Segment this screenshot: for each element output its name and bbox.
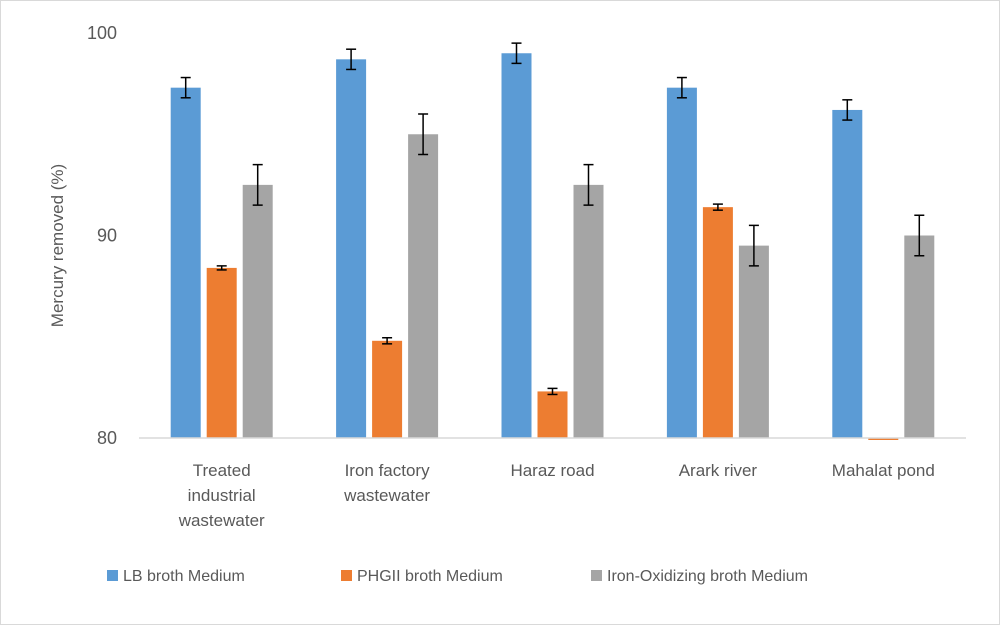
- legend-swatch: [107, 570, 118, 581]
- y-axis-title: Mercury removed (%): [48, 164, 67, 327]
- bar-0-0: [170, 87, 201, 439]
- bar-2-3: [738, 245, 769, 438]
- category-label-line: Treated: [193, 461, 251, 480]
- bar-0-3: [666, 87, 697, 439]
- bar-1-1: [372, 340, 403, 438]
- bar-0-2: [501, 53, 532, 438]
- bar-0-1: [336, 59, 367, 438]
- category-label-line: industrial: [188, 486, 256, 505]
- error-bar-0-2: [511, 42, 522, 65]
- category-labels: Treated industrial wastewater Iron factory w…: [178, 461, 935, 530]
- legend-label: PHGII broth Medium: [357, 568, 503, 585]
- legend-swatch: [341, 570, 352, 581]
- error-bar-1-2: [547, 387, 558, 396]
- category-label: Arark river: [679, 461, 758, 480]
- error-bar-2-0: [252, 163, 263, 206]
- y-axis-title-group: Mercury removed (%): [48, 164, 67, 327]
- error-bar-0-4: [842, 99, 853, 121]
- y-tick-label: 100: [87, 23, 117, 43]
- category-label-line: Mahalat pond: [832, 461, 935, 480]
- error-bar-2-4: [914, 214, 925, 257]
- legend-item: LB broth Medium: [107, 568, 245, 585]
- bar-1-4: [868, 438, 899, 440]
- error-bar-1-0: [216, 265, 227, 271]
- error-bars-group: [180, 42, 925, 396]
- category-label: Haraz road: [510, 461, 594, 480]
- category-label: Mahalat pond: [832, 461, 935, 480]
- bars-group: [170, 53, 935, 440]
- bar-1-0: [206, 267, 237, 438]
- category-label: Treated industrial wastewater: [178, 461, 265, 530]
- error-bar-2-2: [583, 163, 594, 206]
- error-bar-1-3: [712, 203, 723, 211]
- category-label-line: wastewater: [178, 511, 265, 530]
- legend-item: Iron-Oxidizing broth Medium: [591, 568, 808, 585]
- y-tick-labels: 80 90 100: [87, 23, 117, 448]
- y-tick-label: 80: [97, 428, 117, 448]
- error-bar-1-1: [382, 337, 393, 345]
- legend-label: LB broth Medium: [123, 568, 245, 585]
- bar-2-0: [242, 184, 273, 438]
- bar-0-4: [832, 109, 863, 438]
- error-bar-0-0: [180, 76, 191, 99]
- category-label-line: Haraz road: [510, 461, 594, 480]
- bar-2-4: [904, 235, 935, 438]
- bar-2-2: [573, 184, 604, 438]
- legend-item: PHGII broth Medium: [341, 568, 503, 585]
- error-bar-2-1: [418, 113, 429, 156]
- legend-swatch: [591, 570, 602, 581]
- category-label: Iron factory wastewater: [343, 461, 430, 505]
- error-bar-0-3: [676, 76, 687, 99]
- category-label-line: wastewater: [343, 486, 430, 505]
- legend: LB broth Medium PHGII broth Medium Iron-Ox…: [107, 568, 808, 585]
- bar-2-1: [408, 134, 439, 438]
- bar-1-2: [537, 391, 568, 438]
- legend-label: Iron-Oxidizing broth Medium: [607, 568, 808, 585]
- category-label-line: Iron factory: [345, 461, 431, 480]
- error-bar-0-1: [346, 48, 357, 71]
- y-tick-label: 90: [97, 226, 117, 246]
- category-label-line: Arark river: [679, 461, 758, 480]
- bar-1-3: [702, 207, 733, 438]
- error-bar-2-3: [748, 224, 759, 267]
